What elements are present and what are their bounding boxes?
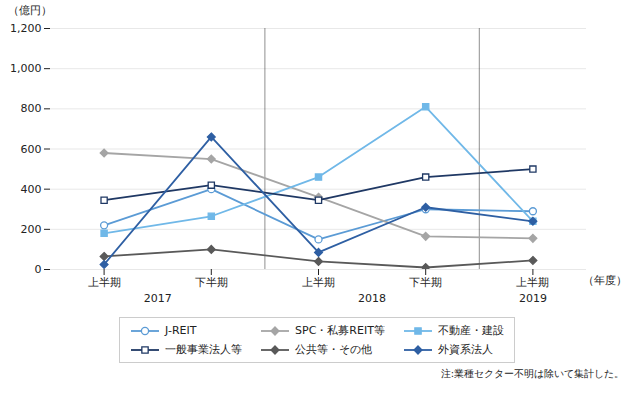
svg-text:400: 400 xyxy=(21,183,42,196)
svg-text:上半期: 上半期 xyxy=(516,276,549,289)
svg-text:（年度）: （年度） xyxy=(583,274,627,287)
svg-text:下半期: 下半期 xyxy=(409,276,442,289)
html-text:一般事業法人等: 一般事業法人等 xyxy=(165,343,243,356)
svg-text:800: 800 xyxy=(21,102,42,115)
svg-text:2018: 2018 xyxy=(358,292,386,305)
html-text:注:業種セクター不明は除いて集計した。: 注:業種セクター不明は除いて集計した。 xyxy=(440,368,624,379)
html-text:SPC・私募REIT等: SPC・私募REIT等 xyxy=(295,324,385,337)
svg-text:0: 0 xyxy=(35,263,42,276)
html-text:外資系法人: 外資系法人 xyxy=(437,343,493,356)
svg-text:200: 200 xyxy=(21,223,42,236)
svg-text:2017: 2017 xyxy=(144,292,172,305)
html-text:J-REIT: J-REIT xyxy=(165,324,197,337)
svg-text:2019: 2019 xyxy=(519,292,547,305)
svg-text:1,200: 1,200 xyxy=(10,22,42,35)
html-text:公共等・その他: 公共等・その他 xyxy=(295,343,373,356)
svg-text:1,000: 1,000 xyxy=(10,62,42,75)
svg-text:600: 600 xyxy=(21,143,42,156)
html-text:不動産・建設: 不動産・建設 xyxy=(437,324,504,337)
svg-text:上半期: 上半期 xyxy=(302,276,335,289)
svg-text:上半期: 上半期 xyxy=(88,276,121,289)
html-text:（億円）: （億円） xyxy=(8,4,52,17)
svg-text:下半期: 下半期 xyxy=(195,276,228,289)
